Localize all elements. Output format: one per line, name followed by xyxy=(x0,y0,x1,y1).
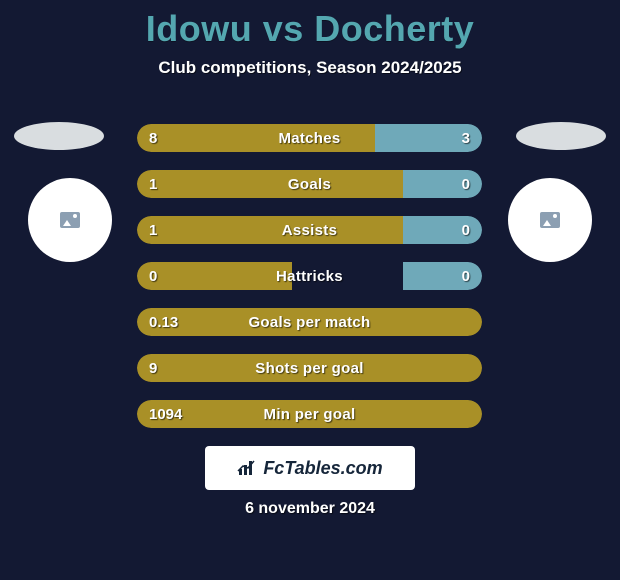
stat-row: 9Shots per goal xyxy=(137,354,482,382)
stat-label: Shots per goal xyxy=(137,354,482,382)
stat-row: 10Goals xyxy=(137,170,482,198)
left-player-avatar xyxy=(28,178,112,262)
stats-bars: 83Matches 10Goals 10Assists 00Hattricks 0.13… xyxy=(137,124,482,446)
logo-box: FcTables.com xyxy=(205,446,415,490)
right-player-avatar xyxy=(508,178,592,262)
date-text: 6 november 2024 xyxy=(0,500,620,518)
stat-row: 1094Min per goal xyxy=(137,400,482,428)
left-player-ellipse xyxy=(14,122,104,150)
stat-row: 83Matches xyxy=(137,124,482,152)
stat-row: 10Assists xyxy=(137,216,482,244)
stat-label: Assists xyxy=(137,216,482,244)
stat-row: 0.13Goals per match xyxy=(137,308,482,336)
stat-label: Hattricks xyxy=(137,262,482,290)
stat-label: Goals xyxy=(137,170,482,198)
right-player-ellipse xyxy=(516,122,606,150)
chart-icon xyxy=(237,459,259,477)
image-placeholder-icon xyxy=(540,212,560,228)
stat-row: 00Hattricks xyxy=(137,262,482,290)
image-placeholder-icon xyxy=(60,212,80,228)
stat-label: Min per goal xyxy=(137,400,482,428)
page-title: Idowu vs Docherty xyxy=(0,0,620,50)
subtitle: Club competitions, Season 2024/2025 xyxy=(0,58,620,78)
stat-label: Matches xyxy=(137,124,482,152)
logo-text: FcTables.com xyxy=(237,458,382,479)
stat-label: Goals per match xyxy=(137,308,482,336)
logo-label: FcTables.com xyxy=(263,458,382,479)
